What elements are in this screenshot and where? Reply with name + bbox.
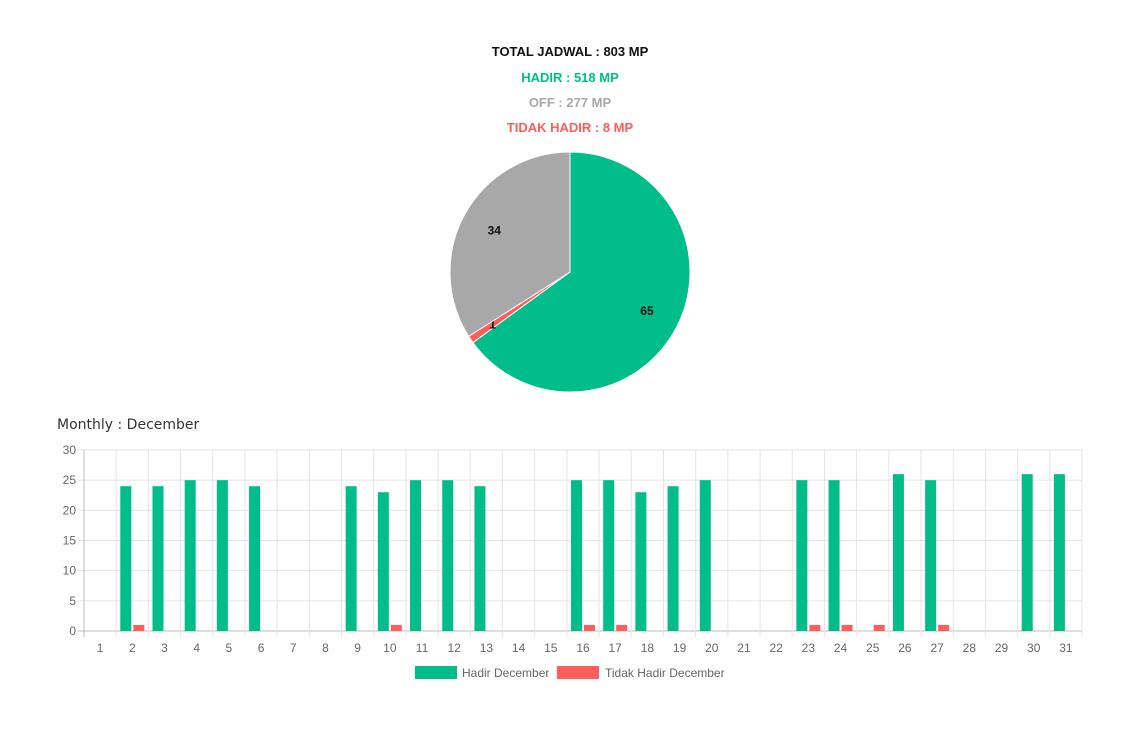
- x-tick-label: 13: [480, 641, 494, 655]
- bar-tidak-hadir: [390, 624, 402, 631]
- monthly-chart-title: Monthly : December: [57, 417, 200, 433]
- bar-hadir: [442, 480, 454, 631]
- bar-hadir: [377, 492, 389, 631]
- x-tick-label: 4: [193, 641, 200, 655]
- x-tick-label: 11: [416, 641, 429, 655]
- x-tick-label: 3: [161, 641, 168, 655]
- bar-hadir: [571, 480, 582, 631]
- bar-hadir: [474, 486, 486, 631]
- bar-hadir: [152, 486, 164, 631]
- bar-hadir: [216, 480, 228, 631]
- bar-hadir: [184, 480, 196, 631]
- bar-tidak-hadir: [809, 624, 821, 631]
- bar-hadir: [925, 480, 937, 631]
- legend-swatch-tidak-hadir[interactable]: [557, 666, 599, 679]
- tidak-hadir-summary-label: TIDAK HADIR : 8 MP: [506, 120, 634, 135]
- bar-hadir: [796, 480, 808, 631]
- bar-tidak-hadir: [616, 624, 628, 631]
- x-tick-label: 1: [97, 641, 104, 655]
- x-tick-label: 31: [1059, 641, 1073, 655]
- x-tick-label: 6: [258, 641, 265, 655]
- total-jadwal-label: TOTAL JADWAL : 803 MP: [491, 44, 649, 59]
- off-summary-label: OFF : 277 MP: [528, 95, 612, 110]
- pie-slice-label: 1: [489, 318, 496, 332]
- x-tick-label: 19: [673, 641, 687, 655]
- pie-slice-off: [449, 151, 571, 337]
- bar-hadir: [410, 480, 422, 631]
- x-tick-label: 2: [129, 641, 136, 655]
- bar-tidak-hadir: [938, 624, 950, 631]
- x-tick-label: 7: [290, 641, 297, 655]
- x-tick-label: 18: [641, 641, 655, 655]
- bar-hadir: [249, 486, 261, 631]
- x-tick-label: 23: [802, 641, 816, 655]
- bar-hadir: [1053, 474, 1065, 631]
- y-tick-label: 5: [69, 594, 76, 608]
- bar-hadir: [120, 486, 132, 631]
- y-tick-label: 20: [63, 503, 77, 517]
- pie-slice-label: 34: [488, 223, 502, 237]
- bar-tidak-hadir: [133, 624, 145, 631]
- x-tick-label: 27: [930, 641, 944, 655]
- x-tick-label: 25: [866, 641, 880, 655]
- y-tick-label: 30: [63, 443, 77, 457]
- hadir-summary-label: HADIR : 518 MP: [521, 70, 619, 85]
- legend-label-hadir[interactable]: Hadir December: [462, 666, 549, 680]
- bar-hadir: [635, 492, 647, 631]
- bar-hadir: [828, 480, 840, 631]
- y-tick-label: 25: [63, 473, 77, 487]
- pie-slice-label: 65: [640, 304, 654, 318]
- x-tick-label: 29: [995, 641, 1009, 655]
- x-tick-label: 17: [609, 641, 623, 655]
- x-tick-label: 8: [322, 641, 329, 655]
- x-tick-label: 24: [834, 641, 848, 655]
- legend-label-tidak-hadir[interactable]: Tidak Hadir December: [605, 666, 725, 680]
- bar-hadir: [603, 480, 615, 631]
- bar-hadir: [699, 480, 711, 631]
- y-tick-label: 10: [63, 564, 77, 578]
- y-tick-label: 15: [63, 534, 77, 548]
- bar-hadir: [892, 474, 904, 631]
- x-tick-label: 5: [226, 641, 233, 655]
- pie-slice-hadir: [472, 151, 691, 393]
- x-tick-label: 26: [898, 641, 912, 655]
- x-tick-label: 16: [576, 641, 590, 655]
- x-tick-label: 9: [354, 641, 361, 655]
- x-tick-label: 30: [1027, 641, 1041, 655]
- x-tick-label: 22: [769, 641, 783, 655]
- x-tick-label: 15: [544, 641, 558, 655]
- bar-tidak-hadir: [841, 624, 853, 631]
- bar-hadir: [345, 486, 357, 631]
- x-tick-label: 14: [512, 641, 526, 655]
- x-tick-label: 12: [448, 641, 462, 655]
- pie-chart: 65 1 34: [449, 151, 691, 393]
- legend-swatch-hadir[interactable]: [415, 666, 457, 679]
- bar-tidak-hadir: [584, 624, 595, 631]
- x-tick-label: 10: [383, 641, 397, 655]
- bar-hadir: [1021, 474, 1033, 631]
- y-tick-label: 0: [69, 624, 76, 638]
- x-tick-label: 21: [737, 641, 751, 655]
- bar-hadir: [667, 486, 679, 631]
- x-tick-label: 20: [705, 641, 719, 655]
- x-tick-label: 28: [963, 641, 977, 655]
- bar-tidak-hadir: [873, 624, 885, 631]
